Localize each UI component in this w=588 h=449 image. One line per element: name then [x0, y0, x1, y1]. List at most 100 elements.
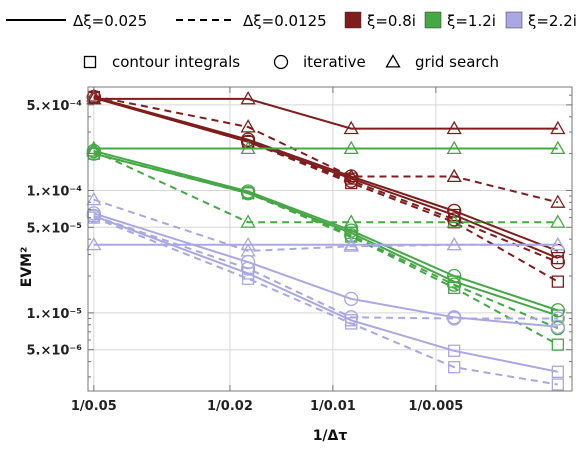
x-axis-label: 1/Δτ	[313, 428, 348, 444]
circle-marker	[447, 311, 462, 326]
circle-marker	[344, 291, 359, 307]
circle-marker	[550, 303, 565, 318]
legend-line-label: Δξ=0.025	[73, 12, 147, 30]
y-tick-label: 1.×10⁻⁵	[26, 307, 82, 322]
triangle-marker	[446, 120, 462, 135]
circle-marker	[86, 146, 101, 161]
circle-marker	[240, 186, 256, 201]
legend-color-label: ξ=2.2i	[528, 12, 577, 30]
circle-marker	[240, 261, 256, 276]
legend-color-swatch	[424, 11, 442, 29]
circle-marker	[447, 203, 462, 219]
y-tick-label: 1.×10⁻⁴	[26, 184, 82, 199]
series-line	[93, 152, 559, 330]
triangle-marker	[446, 214, 462, 228]
square-marker	[241, 187, 255, 200]
triangle-marker	[343, 238, 359, 252]
triangle-marker	[550, 140, 566, 155]
triangle-marker	[550, 120, 566, 135]
series-16	[86, 208, 565, 326]
square-marker	[551, 338, 564, 351]
square-marker	[448, 344, 461, 357]
x-tick-label: 1/0.02	[207, 399, 253, 414]
legend-color-swatch	[505, 11, 523, 29]
triangle-marker	[343, 236, 359, 251]
series-line	[93, 95, 559, 204]
series-line	[93, 212, 558, 328]
x-tick-label: 1/0.01	[310, 399, 356, 414]
series-17	[86, 191, 566, 257]
triangle-marker	[550, 236, 566, 251]
series-line	[93, 152, 559, 346]
triangle-marker	[343, 140, 359, 155]
legend-marker-label: contour integrals	[112, 53, 240, 71]
legend-color-label: ξ=0.8i	[367, 12, 416, 30]
series-line	[93, 214, 558, 320]
series-2	[86, 91, 566, 135]
series-11	[86, 143, 566, 228]
triangle-marker	[240, 91, 256, 105]
triangle-marker	[343, 214, 359, 228]
square-marker	[551, 275, 564, 288]
series-line	[93, 150, 559, 312]
plot-area	[86, 87, 572, 391]
triangle-marker	[343, 120, 359, 135]
square-marker	[83, 55, 97, 69]
y-axis-label: EVM²	[19, 247, 35, 287]
axes: 5.×10⁻⁴ 1.×10⁻⁴ 5.×10⁻⁵ 1.×10⁻⁵ 5.×10⁻⁶ 1/0.0…	[19, 86, 573, 444]
legend-color-swatch	[344, 11, 362, 29]
series-8	[86, 140, 566, 155]
circle-marker	[550, 243, 565, 259]
y-tick-label: 5.×10⁻⁶	[26, 344, 82, 359]
triangle-marker	[240, 119, 256, 133]
circle-marker	[86, 208, 101, 224]
triangle-marker	[385, 54, 401, 68]
square-marker	[551, 365, 564, 378]
legend: Δξ=0.025 Δξ=0.0125 ξ=0.8i ξ=1.2i ξ=2.2i conto…	[6, 11, 577, 71]
series-0	[87, 91, 564, 265]
series-1	[86, 89, 565, 259]
triangle-marker	[446, 236, 462, 251]
triangle-marker	[240, 140, 256, 155]
series-line	[93, 96, 559, 283]
triangle-marker	[550, 194, 566, 208]
circle-marker	[344, 228, 359, 243]
triangle-marker	[446, 140, 462, 155]
legend-marker-label: grid search	[415, 53, 499, 71]
x-tick-label: 1/0.005	[408, 399, 463, 414]
y-tick-label: 5.×10⁻⁵	[26, 221, 82, 236]
triangle-marker	[550, 214, 566, 228]
x-tick-label: 1/0.05	[71, 399, 117, 414]
series-line	[93, 97, 558, 130]
circle-marker	[344, 310, 359, 325]
series-line	[93, 214, 558, 373]
series-line	[93, 198, 558, 253]
circle-marker	[550, 254, 565, 270]
square-marker	[241, 135, 255, 148]
square-marker	[448, 361, 461, 374]
legend-marker-label: iterative	[303, 53, 366, 71]
y-tick-label: 5.×10⁻⁴	[26, 99, 82, 114]
series-line	[93, 96, 559, 260]
circle-marker	[447, 277, 462, 292]
triangle-marker	[86, 236, 102, 251]
circle-marker	[550, 319, 565, 334]
triangle-marker	[240, 214, 256, 228]
plot-frame	[87, 86, 573, 392]
triangle-marker	[240, 236, 256, 251]
square-marker	[551, 378, 564, 391]
triangle-marker	[240, 243, 256, 257]
circle-marker	[273, 54, 289, 70]
series-line	[93, 152, 559, 317]
series-line	[93, 96, 559, 252]
series-13	[86, 206, 565, 334]
triangle-marker	[446, 168, 462, 183]
triangle-marker	[86, 143, 102, 157]
triangle-marker	[86, 191, 102, 206]
circle-marker	[447, 212, 462, 227]
square-marker	[241, 272, 255, 285]
circle-marker	[550, 311, 565, 326]
triangle-marker	[343, 168, 359, 183]
legend-line-label: Δξ=0.0125	[243, 12, 327, 30]
